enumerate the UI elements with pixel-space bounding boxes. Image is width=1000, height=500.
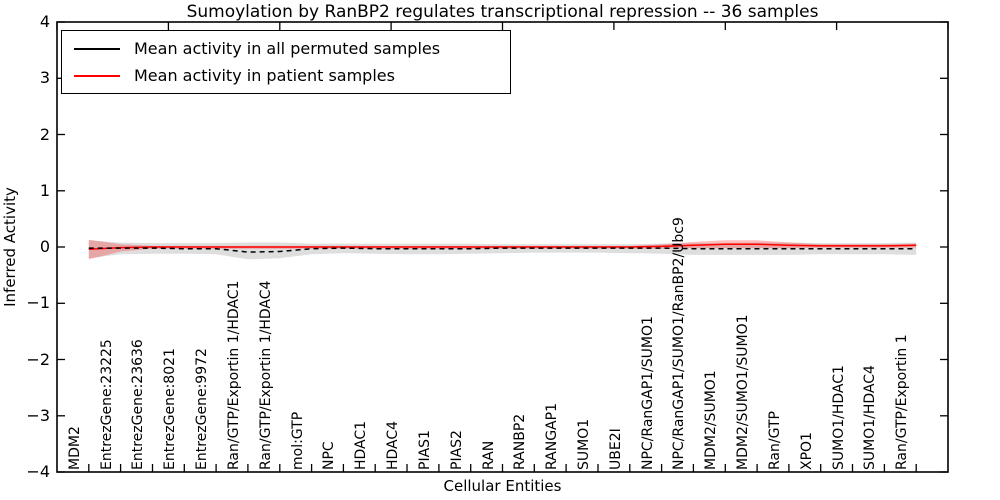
x-tick-label: XPO1	[798, 432, 815, 470]
y-tick-label: 1	[39, 180, 50, 200]
x-tick-label: PIAS2	[448, 430, 465, 470]
x-tick-label: NPC/RanGAP1/SUMO1/RanBP2/Ubc9	[671, 217, 688, 470]
legend-label: Mean activity in patient samples	[134, 66, 395, 85]
x-tick-label: EntrezGene:9972	[194, 348, 211, 470]
patient-mean-line	[88, 243, 917, 251]
chart-title: Sumoylation by RanBP2 regulates transcri…	[186, 2, 819, 22]
permuted-mean-line	[88, 247, 917, 253]
x-tick-label: Ran/GTP	[766, 411, 783, 470]
y-tick-label: 4	[39, 12, 50, 31]
x-tick-label: UBE2I	[607, 428, 624, 470]
legend-entry-patient: Mean activity in patient samples	[74, 66, 510, 85]
legend-line-red-icon	[74, 74, 120, 77]
legend-entry-permuted: Mean activity in all permuted samples	[74, 39, 510, 58]
x-tick-label: EntrezGene:8021	[162, 348, 179, 470]
x-tick-label: MDM2	[66, 426, 83, 470]
x-tick-label: PIAS1	[416, 430, 433, 470]
x-tick-label: SUMO1/HDAC1	[830, 365, 847, 470]
x-tick-label: HDAC4	[385, 420, 402, 470]
legend-box: Mean activity in all permuted samples Me…	[61, 30, 511, 94]
x-tick-label: Ran/GTP/Exportin 1/HDAC1	[225, 280, 242, 470]
x-axis-label: Cellular Entities	[443, 477, 562, 495]
x-tick-label: Ran/GTP/Exportin 1	[894, 334, 911, 470]
y-tick-label: −3	[26, 405, 50, 425]
x-tick-label: MDM2/SUMO1/SUMO1	[735, 314, 752, 470]
y-tick-label: −4	[26, 462, 50, 481]
x-tick-label: RANGAP1	[544, 403, 561, 470]
x-tick-label: mol:GTP	[289, 411, 306, 470]
axis-ticks	[56, 21, 949, 473]
legend-line-black-icon	[74, 47, 120, 50]
x-tick-label: RANBP2	[512, 413, 529, 470]
y-tick-label: −2	[26, 349, 50, 369]
y-tick-label: 0	[39, 237, 50, 256]
x-tick-label: HDAC1	[353, 420, 370, 470]
x-tick-label: SUMO1	[575, 418, 592, 470]
x-tick-label: NPC	[321, 441, 338, 470]
y-tick-label: 3	[39, 68, 50, 88]
y-tick-label: 2	[39, 124, 50, 144]
x-tick-label: RAN	[480, 440, 497, 470]
x-tick-label: NPC/RanGAP1/SUMO1	[639, 316, 656, 470]
x-tick-label: SUMO1/HDAC4	[862, 365, 879, 470]
x-tick-label: EntrezGene:23636	[130, 339, 147, 470]
x-tick-label: Ran/GTP/Exportin 1/HDAC4	[257, 280, 274, 470]
legend-label: Mean activity in all permuted samples	[134, 39, 441, 58]
x-tick-label: EntrezGene:23225	[98, 339, 115, 470]
x-tick-label: MDM2/SUMO1	[703, 370, 720, 470]
y-tick-label: −1	[26, 293, 50, 313]
